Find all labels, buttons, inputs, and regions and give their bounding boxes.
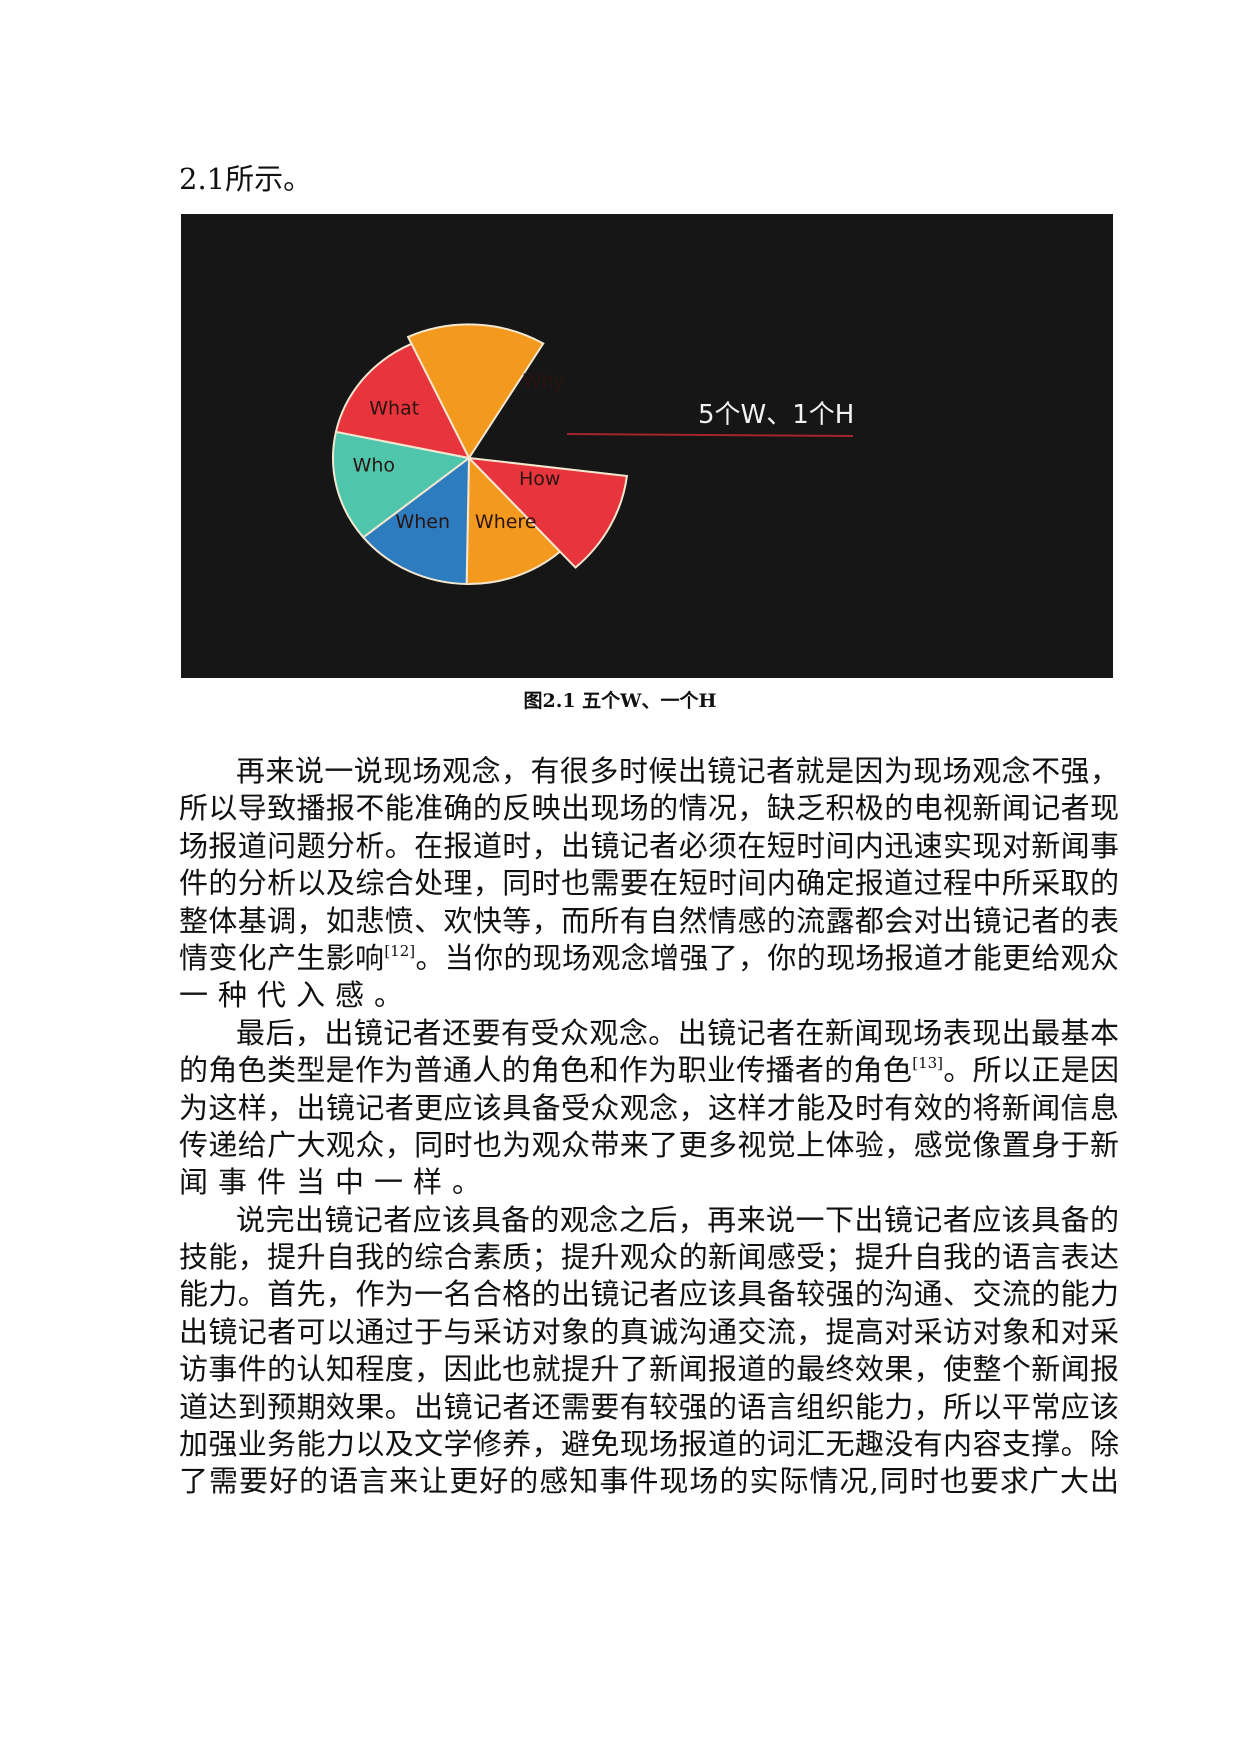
- figure-title: 5个W、1个H: [698, 400, 854, 430]
- figure-5w1h: Why How Where When Who What 5个W、1个H: [181, 214, 1113, 678]
- paragraph-1-line: 再来说一说现场观念，有很多时候出镜记者就是因为现场观念不强，: [236, 754, 1119, 788]
- pie-slice-who: [332, 430, 472, 539]
- paragraph-1-line: 整体基调，如悲愤、欢快等，而所有自然情感的流露都会对出镜记者的表: [179, 903, 1119, 938]
- pie-label-who: Who: [353, 454, 395, 476]
- paragraph-2-line: 的角色类型是作为普通人的角色和作为职业传播者的角色[13]。所以正是因: [179, 1052, 1119, 1089]
- citation-ref: [12]: [384, 941, 416, 960]
- paragraph-1-line: 件的分析以及综合处理，同时也需要在短时间内确定报道过程中所采取的: [179, 866, 1119, 901]
- paragraph-3-line: 了需要好的语言来让更好的感知事件现场的实际情况,同时也要求广大出: [179, 1464, 1119, 1499]
- text-segment: 。当你的现场观念增强了，你的现场报道才能更给观众: [415, 940, 1119, 975]
- pie-label-what: What: [369, 398, 419, 420]
- pie-slice-when: [361, 455, 471, 585]
- paragraph-1-line: 情变化产生影响[12]。当你的现场观念增强了，你的现场报道才能更给观众: [179, 940, 1119, 977]
- lead-text: 2.1所示。: [179, 162, 313, 196]
- paragraph-1-line: 场报道问题分析。在报道时，出镜记者必须在短时间内迅速实现对新闻事: [179, 828, 1119, 863]
- body-text: 再来说一说现场观念，有很多时候出镜记者就是因为现场观念不强， 所以导致播报不能准确…: [179, 753, 1119, 1501]
- paragraph-1-line: 一种代入感。: [179, 978, 414, 1013]
- citation-ref: [13]: [912, 1054, 944, 1073]
- text-segment: 情变化产生影响: [179, 940, 385, 975]
- pie-slice-why: [406, 323, 545, 461]
- paragraph-3-line: 说完出镜记者应该具备的观念之后，再来说一下出镜记者应该具备的: [236, 1202, 1119, 1237]
- paragraph-2-line: 闻事件当中一样。: [179, 1165, 492, 1200]
- pie-label-how: How: [519, 468, 560, 490]
- pie-slice-how: [466, 456, 629, 569]
- pie-label-where: Where: [475, 511, 537, 533]
- paragraph-3-line: 出镜记者可以通过于与采访对象的真诚沟通交流，提高对采访对象和对采: [179, 1314, 1119, 1349]
- pie-label-when: When: [395, 511, 450, 533]
- paragraph-3-line: 访事件的认知程度，因此也就提升了新闻报道的最终效果，使整个新闻报: [179, 1352, 1119, 1387]
- paragraph-3-line: 能力。首先，作为一名合格的出镜记者应该具备较强的沟通、交流的能力: [179, 1277, 1119, 1312]
- figure-graphic: Why How Where When Who What 5个W、1个H: [332, 323, 854, 585]
- paragraph-2-line: 为这样，出镜记者更应该具备受众观念，这样才能及时有效的将新闻信息: [179, 1090, 1119, 1125]
- pie-slice-what: [334, 342, 471, 460]
- paragraph-1-line: 所以导致播报不能准确的反映出现场的情况，缺乏积极的电视新闻记者现: [179, 791, 1119, 826]
- text-segment: 的角色类型是作为普通人的角色和作为职业传播者的角色: [179, 1053, 913, 1088]
- pie-label-why: Why: [523, 370, 565, 392]
- text-segment: 。所以正是因: [943, 1053, 1119, 1088]
- paragraph-3-line: 道达到预期效果。出镜记者还需要有较强的语言组织能力，所以平常应该: [179, 1389, 1119, 1424]
- paragraph-2-line: 最后，出镜记者还要有受众观念。出镜记者在新闻现场表现出最基本: [236, 1015, 1119, 1050]
- paragraph-3-line: 技能，提升自我的综合素质；提升观众的新闻感受；提升自我的语言表达: [179, 1240, 1119, 1275]
- paragraph-2-line: 传递给广大观众，同时也为观众带来了更多视觉上体验，感觉像置身于新: [179, 1127, 1119, 1162]
- paragraph-3-line: 加强业务能力以及文学修养，避免现场报道的词汇无趣没有内容支撑。除: [179, 1427, 1119, 1462]
- underline-divider: [566, 433, 854, 437]
- pie-slice-where: [465, 455, 562, 585]
- figure-caption: 图2.1 五个W、一个H: [523, 690, 717, 712]
